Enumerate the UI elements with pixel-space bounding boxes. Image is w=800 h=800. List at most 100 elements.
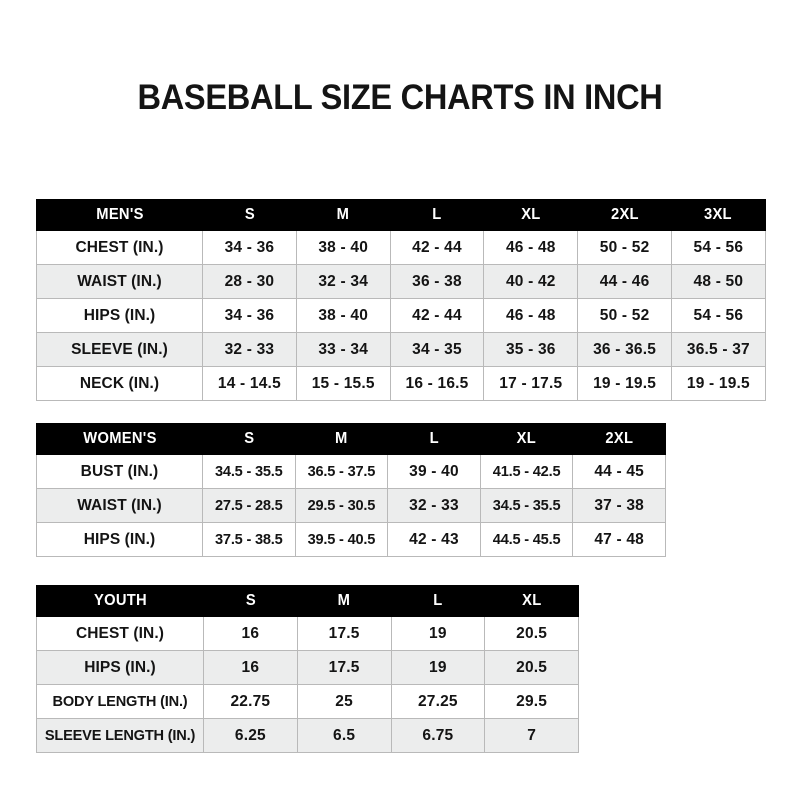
mens-measurement-value: 32 - 33 [202, 332, 297, 367]
womens-measurement-value: 41.5 - 42.5 [479, 454, 574, 489]
mens-measurement-value: 46 - 48 [483, 298, 579, 333]
youth-measurement-label: HIPS (IN.) [36, 650, 204, 685]
mens-measurement-value: 38 - 40 [295, 230, 391, 265]
table-row: CHEST (IN.) 16 17.5 19 20.5 [36, 616, 579, 651]
mens-measurement-value: 42 - 44 [389, 298, 485, 333]
womens-measurement-value: 32 - 33 [387, 488, 481, 523]
mens-measurement-label: WAIST (IN.) [36, 264, 203, 299]
mens-category-header: MEN'S [40, 199, 199, 231]
mens-measurement-label: NECK (IN.) [36, 366, 203, 401]
youth-measurement-value: 17.5 [296, 616, 392, 651]
mens-measurement-value: 54 - 56 [670, 230, 766, 265]
womens-measurement-value: 34.5 - 35.5 [202, 454, 296, 489]
table-row: WAIST (IN.) 27.5 - 28.5 29.5 - 30.5 32 - 33… [36, 488, 666, 523]
mens-measurement-value: 50 - 52 [577, 230, 672, 265]
youth-measurement-value: 17.5 [296, 650, 392, 685]
womens-measurement-value: 27.5 - 28.5 [202, 488, 296, 523]
mens-measurement-value: 38 - 40 [295, 298, 391, 333]
womens-measurement-value: 34.5 - 35.5 [479, 488, 574, 523]
womens-measurement-value: 44 - 45 [572, 454, 666, 489]
youth-size-chart: YOUTH S M L XL CHEST (IN.) 16 17.5 19 20.5 HIPS (… [36, 585, 579, 753]
mens-measurement-value: 28 - 30 [202, 264, 297, 299]
womens-measurement-value: 39 - 40 [387, 454, 481, 489]
mens-measurement-value: 34 - 35 [389, 332, 485, 367]
youth-measurement-value: 20.5 [484, 650, 579, 685]
youth-chart-head: YOUTH S M L XL [36, 585, 579, 617]
youth-measurement-value: 6.75 [390, 718, 486, 753]
youth-measurement-value: 19 [390, 650, 486, 685]
youth-measurement-label: SLEEVE LENGTH (IN.) [36, 718, 204, 753]
mens-size-header-3xl: 3XL [673, 199, 764, 231]
mens-measurement-label: CHEST (IN.) [36, 230, 203, 265]
mens-measurement-label: HIPS (IN.) [36, 298, 203, 333]
youth-header-row: YOUTH S M L XL [36, 585, 579, 617]
mens-measurement-value: 33 - 34 [295, 332, 391, 367]
youth-measurement-value: 16 [203, 650, 298, 685]
mens-measurement-value: 15 - 15.5 [295, 366, 391, 401]
youth-category-header: YOUTH [40, 585, 200, 617]
mens-measurement-value: 50 - 52 [577, 298, 672, 333]
youth-size-header-s: S [205, 585, 296, 617]
mens-measurement-value: 16 - 16.5 [389, 366, 485, 401]
mens-measurement-value: 36 - 36.5 [577, 332, 672, 367]
table-row: CHEST (IN.) 34 - 36 38 - 40 42 - 44 46 - 48 5… [36, 230, 766, 265]
table-row: HIPS (IN.) 16 17.5 19 20.5 [36, 650, 579, 685]
mens-size-chart: MEN'S S M L XL 2XL 3XL CHEST (IN.) 34 - 36 38 - … [36, 199, 766, 401]
youth-measurement-value: 7 [484, 718, 579, 753]
youth-measurement-label: BODY LENGTH (IN.) [36, 684, 204, 719]
table-row: NECK (IN.) 14 - 14.5 15 - 15.5 16 - 16.5 17 … [36, 366, 766, 401]
mens-measurement-value: 40 - 42 [483, 264, 579, 299]
womens-measurement-value: 44.5 - 45.5 [479, 522, 574, 557]
youth-size-header-l: L [392, 585, 483, 617]
womens-measurement-label: BUST (IN.) [36, 454, 203, 489]
mens-size-header-s: S [204, 199, 295, 231]
youth-measurement-value: 6.25 [203, 718, 298, 753]
womens-measurement-label: HIPS (IN.) [36, 522, 203, 557]
youth-measurement-value: 25 [296, 684, 392, 719]
womens-size-header-2xl: 2XL [574, 423, 664, 455]
womens-size-header-l: L [389, 423, 479, 455]
mens-measurement-value: 42 - 44 [389, 230, 485, 265]
table-row: HIPS (IN.) 34 - 36 38 - 40 42 - 44 46 - 48 50… [36, 298, 766, 333]
youth-measurement-value: 16 [203, 616, 298, 651]
youth-chart-body: CHEST (IN.) 16 17.5 19 20.5 HIPS (IN.) 16 17.5 1… [36, 616, 579, 753]
table-row: HIPS (IN.) 37.5 - 38.5 39.5 - 40.5 42 - 43 4… [36, 522, 666, 557]
mens-measurement-value: 14 - 14.5 [202, 366, 297, 401]
womens-measurement-value: 36.5 - 37.5 [294, 454, 389, 489]
youth-measurement-value: 19 [390, 616, 486, 651]
mens-measurement-value: 54 - 56 [670, 298, 766, 333]
mens-measurement-value: 34 - 36 [202, 230, 297, 265]
mens-chart-head: MEN'S S M L XL 2XL 3XL [36, 199, 766, 231]
womens-size-header-xl: XL [482, 423, 572, 455]
womens-chart-body: BUST (IN.) 34.5 - 35.5 36.5 - 37.5 39 - 40 4… [36, 454, 666, 557]
womens-measurement-value: 37 - 38 [572, 488, 666, 523]
womens-size-header-m: M [296, 423, 386, 455]
table-row: BODY LENGTH (IN.) 22.75 25 27.25 29.5 [36, 684, 579, 719]
youth-measurement-value: 27.25 [390, 684, 486, 719]
womens-category-header: WOMEN'S [40, 423, 199, 455]
mens-size-header-m: M [298, 199, 389, 231]
mens-measurement-value: 19 - 19.5 [577, 366, 672, 401]
mens-measurement-value: 46 - 48 [483, 230, 579, 265]
mens-measurement-value: 34 - 36 [202, 298, 297, 333]
mens-size-header-2xl: 2XL [579, 199, 670, 231]
mens-measurement-value: 44 - 46 [577, 264, 672, 299]
womens-measurement-value: 29.5 - 30.5 [294, 488, 389, 523]
womens-header-row: WOMEN'S S M L XL 2XL [36, 423, 666, 455]
youth-measurement-value: 20.5 [484, 616, 579, 651]
mens-size-header-xl: XL [485, 199, 576, 231]
womens-size-chart: WOMEN'S S M L XL 2XL BUST (IN.) 34.5 - 35.5 36.… [36, 423, 666, 557]
mens-measurement-value: 17 - 17.5 [483, 366, 579, 401]
mens-size-header-l: L [391, 199, 483, 231]
womens-measurement-value: 37.5 - 38.5 [202, 522, 296, 557]
table-row: SLEEVE (IN.) 32 - 33 33 - 34 34 - 35 35 - 36… [36, 332, 766, 367]
mens-measurement-label: SLEEVE (IN.) [36, 332, 203, 367]
mens-measurement-value: 35 - 36 [483, 332, 579, 367]
mens-header-row: MEN'S S M L XL 2XL 3XL [36, 199, 766, 231]
table-row: BUST (IN.) 34.5 - 35.5 36.5 - 37.5 39 - 40 4… [36, 454, 666, 489]
youth-measurement-value: 6.5 [296, 718, 392, 753]
womens-measurement-label: WAIST (IN.) [36, 488, 203, 523]
youth-measurement-value: 22.75 [203, 684, 298, 719]
womens-measurement-value: 39.5 - 40.5 [294, 522, 389, 557]
mens-chart-body: CHEST (IN.) 34 - 36 38 - 40 42 - 44 46 - 48 5… [36, 230, 766, 401]
